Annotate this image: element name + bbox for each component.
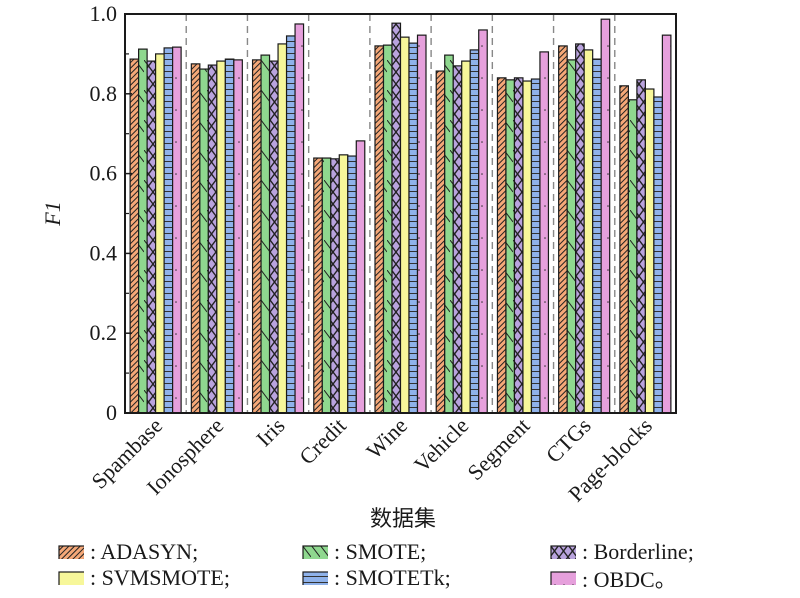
x-tick-label: Segment xyxy=(462,413,534,485)
bar-borderline-vehicle xyxy=(452,65,463,414)
legend-label: : OBDC。 xyxy=(582,567,677,592)
bar-smote-ionosphere xyxy=(199,68,209,414)
bar-obdc-iris xyxy=(294,23,305,414)
bar-smote-ctgs xyxy=(566,59,577,414)
legend-item-svmsmote: : SVMSMOTE; xyxy=(58,565,230,590)
bar-obdc-ionosphere xyxy=(233,59,243,414)
bar-smotetk-spambase xyxy=(163,47,174,414)
bar-smote-segment xyxy=(505,79,516,414)
bar-smote-credit xyxy=(321,157,332,414)
legend-item-obdc: : OBDC。 xyxy=(550,566,677,592)
legend-swatch-adasyn xyxy=(58,545,84,559)
bar-adasyn-segment xyxy=(496,77,507,414)
legend: : ADASYN; : SMOTE; : Borderline; : SVMSMOTE… xyxy=(58,539,778,596)
y-tick-label: 0.8 xyxy=(90,81,118,106)
y-tick-label: 1.0 xyxy=(90,1,118,26)
bar-smote-iris xyxy=(260,54,271,414)
bar-borderline-segment xyxy=(513,77,524,414)
legend-label: : SVMSMOTE; xyxy=(90,565,230,590)
bar-smote-page-blocks xyxy=(627,99,638,414)
legend-swatch-smote xyxy=(302,545,328,559)
bar-adasyn-ionosphere xyxy=(190,63,201,414)
bar-smote-vehicle xyxy=(444,54,454,414)
bar-smote-wine xyxy=(382,44,393,414)
bar-obdc-page-blocks xyxy=(661,34,672,414)
bar-smotetk-wine xyxy=(408,42,419,414)
bar-borderline-wine xyxy=(391,22,402,414)
bar-adasyn-wine xyxy=(374,45,385,414)
bar-svmsmote-segment xyxy=(522,80,533,414)
bar-obdc-spambase xyxy=(172,46,182,414)
x-tick-label: Credit xyxy=(294,413,351,470)
legend-label: : SMOTE; xyxy=(334,539,427,564)
y-tick-label: 0.4 xyxy=(90,240,118,265)
y-tick-label: 0.2 xyxy=(90,320,118,345)
bar-smotetk-page-blocks xyxy=(653,96,663,414)
bar-smotetk-ctgs xyxy=(592,58,602,414)
bar-borderline-iris xyxy=(268,60,279,414)
legend-swatch-smotetk xyxy=(302,571,328,585)
bar-svmsmote-credit xyxy=(338,154,349,414)
x-tick-label: Iris xyxy=(251,413,289,451)
bar-adasyn-iris xyxy=(251,59,262,414)
group-separators xyxy=(185,14,616,413)
bar-borderline-spambase xyxy=(146,60,157,414)
bar-smotetk-credit xyxy=(347,155,357,414)
bar-borderline-ionosphere xyxy=(207,64,218,414)
bar-svmsmote-page-blocks xyxy=(644,88,655,414)
legend-label: : ADASYN; xyxy=(90,539,199,564)
bar-svmsmote-ctgs xyxy=(583,49,594,414)
legend-swatch-obdc xyxy=(550,571,576,585)
bar-svmsmote-ionosphere xyxy=(216,60,226,414)
bar-borderline-page-blocks xyxy=(636,79,646,414)
bars-layer xyxy=(129,18,672,414)
y-tick-label: 0.6 xyxy=(90,161,118,186)
bar-svmsmote-wine xyxy=(399,36,410,414)
bar-smotetk-vehicle xyxy=(469,49,480,414)
bar-adasyn-page-blocks xyxy=(619,85,629,414)
legend-item-adasyn: : ADASYN; xyxy=(58,539,199,564)
bar-smotetk-ionosphere xyxy=(224,58,235,414)
bar-obdc-credit xyxy=(355,140,366,414)
legend-label: : Borderline; xyxy=(582,539,694,564)
bar-borderline-credit xyxy=(330,158,340,414)
bar-adasyn-spambase xyxy=(129,58,140,414)
bar-smotetk-iris xyxy=(285,35,296,414)
bar-adasyn-vehicle xyxy=(435,70,446,414)
legend-swatch-borderline xyxy=(550,545,576,559)
y-axis-title: F1 xyxy=(40,201,65,226)
bar-obdc-vehicle xyxy=(478,29,488,414)
bar-obdc-segment xyxy=(539,51,550,414)
bar-smote-spambase xyxy=(138,48,148,414)
bar-smotetk-segment xyxy=(530,78,541,414)
x-tick-label: CTGs xyxy=(541,413,596,468)
bar-svmsmote-vehicle xyxy=(461,60,471,414)
legend-item-smote: : SMOTE; xyxy=(302,539,427,564)
legend-label: : SMOTETk; xyxy=(334,565,451,590)
bar-svmsmote-spambase xyxy=(155,53,165,414)
bar-obdc-wine xyxy=(416,34,427,414)
bar-borderline-ctgs xyxy=(575,43,585,414)
bar-adasyn-credit xyxy=(313,157,323,414)
x-tick-label: Wine xyxy=(361,413,412,464)
legend-swatch-svmsmote xyxy=(58,571,84,585)
y-tick-label: 0 xyxy=(106,400,117,425)
bar-obdc-ctgs xyxy=(600,18,611,414)
legend-item-borderline: : Borderline; xyxy=(550,539,694,564)
legend-item-smotetk: : SMOTETk; xyxy=(302,565,451,590)
bar-adasyn-ctgs xyxy=(558,45,568,414)
y-axis: 0 0.2 0.4 0.6 0.8 1.0 xyxy=(90,1,132,425)
x-axis-title: 数据集 xyxy=(370,506,436,531)
bar-svmsmote-iris xyxy=(277,43,288,414)
